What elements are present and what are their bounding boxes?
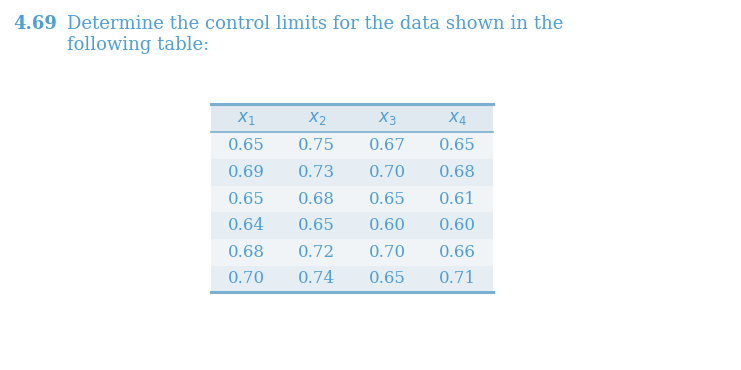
- FancyBboxPatch shape: [211, 266, 493, 292]
- Text: 0.70: 0.70: [368, 164, 406, 181]
- Text: 0.61: 0.61: [439, 191, 476, 208]
- Text: 0.60: 0.60: [369, 217, 405, 234]
- Text: 4.69: 4.69: [13, 15, 57, 33]
- Text: 0.68: 0.68: [228, 244, 265, 261]
- Text: 0.73: 0.73: [298, 164, 336, 181]
- Point: [207, 290, 216, 295]
- Text: 0.71: 0.71: [439, 270, 476, 287]
- Text: 0.70: 0.70: [368, 244, 406, 261]
- Point: [488, 130, 497, 135]
- Text: 0.60: 0.60: [439, 217, 476, 234]
- Text: Determine the control limits for the data shown in the
following table:: Determine the control limits for the dat…: [67, 15, 564, 54]
- Text: 0.64: 0.64: [228, 217, 265, 234]
- FancyBboxPatch shape: [211, 212, 493, 239]
- Text: $x_3$: $x_3$: [378, 110, 396, 127]
- Text: 0.68: 0.68: [299, 191, 335, 208]
- Point: [488, 290, 497, 295]
- FancyBboxPatch shape: [211, 159, 493, 186]
- FancyBboxPatch shape: [211, 104, 493, 132]
- Point: [207, 101, 216, 106]
- Text: 0.68: 0.68: [439, 164, 476, 181]
- Text: 0.65: 0.65: [369, 191, 405, 208]
- Text: 0.67: 0.67: [369, 137, 405, 154]
- Text: 0.75: 0.75: [299, 137, 335, 154]
- FancyBboxPatch shape: [211, 132, 493, 159]
- Text: 0.65: 0.65: [439, 137, 476, 154]
- Text: 0.74: 0.74: [298, 270, 336, 287]
- Point: [207, 130, 216, 135]
- Text: 0.65: 0.65: [228, 191, 265, 208]
- FancyBboxPatch shape: [211, 239, 493, 266]
- Text: 0.69: 0.69: [228, 164, 265, 181]
- Text: 0.65: 0.65: [369, 270, 405, 287]
- Text: 0.70: 0.70: [227, 270, 265, 287]
- Point: [488, 101, 497, 106]
- Text: 0.66: 0.66: [439, 244, 476, 261]
- Text: $x_1$: $x_1$: [237, 110, 256, 127]
- Text: 0.72: 0.72: [298, 244, 336, 261]
- Text: $x_2$: $x_2$: [308, 110, 326, 127]
- Text: $x_4$: $x_4$: [448, 110, 467, 127]
- FancyBboxPatch shape: [211, 186, 493, 212]
- Text: 0.65: 0.65: [228, 137, 265, 154]
- Text: 0.65: 0.65: [299, 217, 335, 234]
